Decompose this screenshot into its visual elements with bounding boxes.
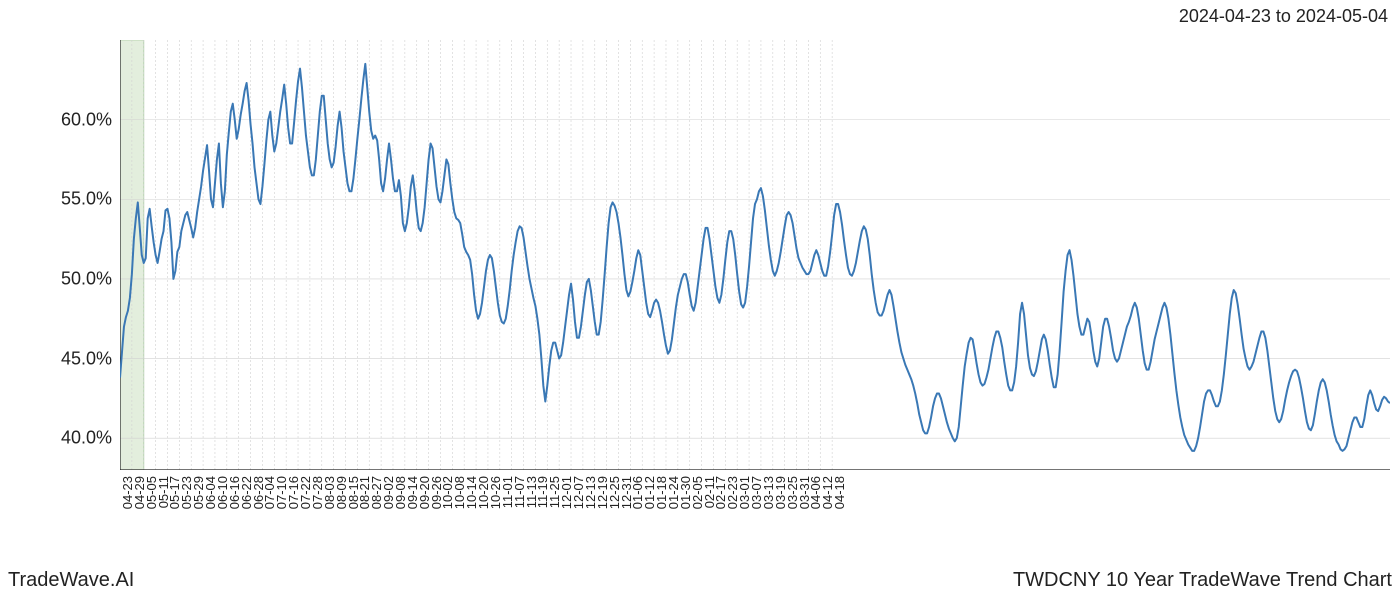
x-tick-label: 04-18 — [832, 476, 847, 509]
chart-svg — [120, 40, 1390, 470]
y-tick-label: 40.0% — [61, 428, 112, 449]
trend-chart: 40.0%45.0%50.0%55.0%60.0% 04-2304-2905-0… — [120, 40, 1390, 470]
y-tick-label: 50.0% — [61, 268, 112, 289]
date-range-label: 2024-04-23 to 2024-05-04 — [1179, 6, 1388, 27]
y-tick-label: 60.0% — [61, 109, 112, 130]
brand-label: TradeWave.AI — [8, 569, 134, 592]
y-tick-label: 45.0% — [61, 348, 112, 369]
chart-title: TWDCNY 10 Year TradeWave Trend Chart — [1013, 569, 1392, 592]
y-tick-label: 55.0% — [61, 189, 112, 210]
